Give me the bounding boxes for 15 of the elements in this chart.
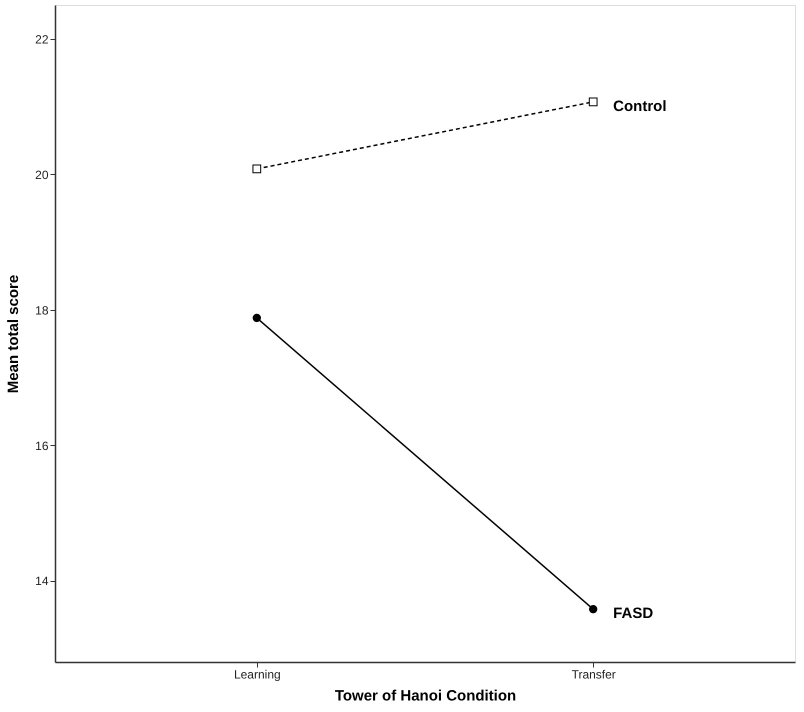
x-axis-title: Tower of Hanoi Condition <box>334 688 516 704</box>
point <box>588 97 598 106</box>
series-label: Control <box>613 98 667 115</box>
y-tick-label: 14 <box>35 574 49 588</box>
y-tick-label: 18 <box>35 303 49 318</box>
y-tick-label: 22 <box>35 32 49 46</box>
x-tick-label: Transfer <box>572 668 616 682</box>
y-axis-title: Mean total score <box>5 274 22 394</box>
point <box>589 604 598 614</box>
y-tick-label: 20 <box>35 168 49 182</box>
point <box>252 314 261 322</box>
series-label: FASD <box>613 605 654 622</box>
point <box>252 164 262 174</box>
x-tick-label: Learning <box>234 668 281 682</box>
y-tick-label: 16 <box>35 438 49 453</box>
